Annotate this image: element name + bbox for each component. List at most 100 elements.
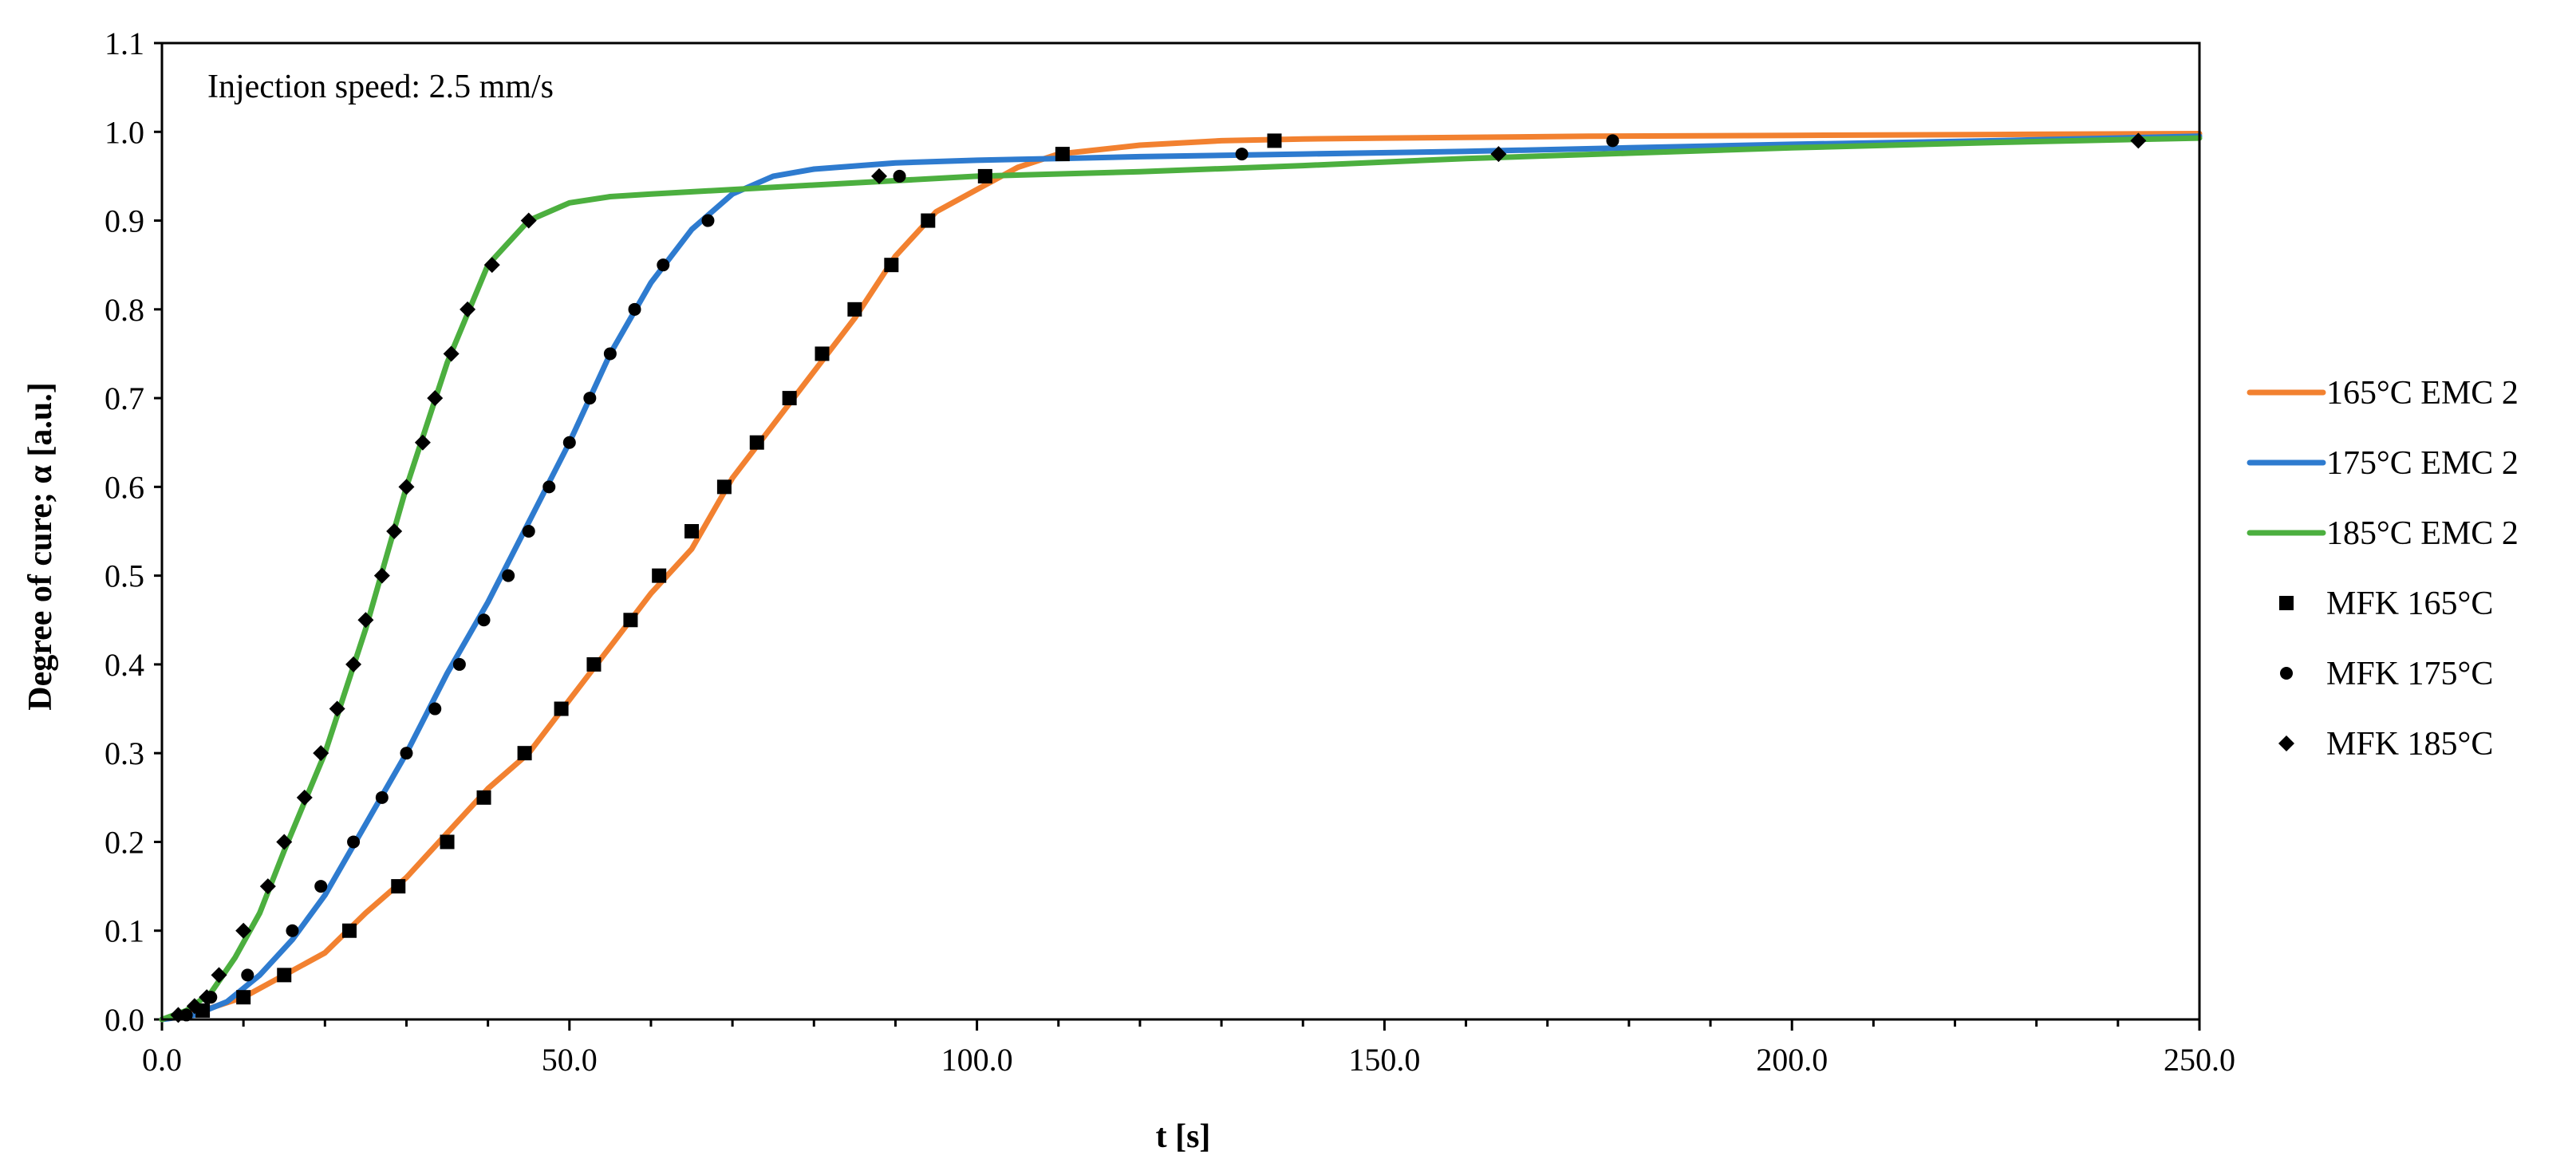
data-point (815, 346, 830, 361)
data-point (847, 302, 862, 317)
data-point (542, 480, 556, 494)
data-point (628, 302, 641, 316)
x-tick-label: 250.0 (2164, 1042, 2235, 1078)
data-point (1490, 146, 1507, 163)
data-point (1235, 148, 1249, 161)
data-point (684, 524, 700, 538)
data-point (884, 258, 899, 273)
series-markers-mfk-165-c (195, 133, 1282, 1018)
data-point (259, 878, 276, 895)
data-point (749, 435, 764, 450)
data-point (296, 789, 313, 806)
data-point (452, 657, 466, 671)
x-tick-label: 0.0 (142, 1042, 182, 1078)
data-point (443, 345, 460, 362)
data-point (277, 968, 292, 983)
data-point (652, 568, 667, 583)
data-point (460, 301, 476, 317)
data-point (314, 880, 328, 893)
y-tick-label: 0.4 (105, 647, 144, 683)
legend-item: 185°C EMC 2 (2247, 515, 2519, 552)
data-point (347, 835, 361, 849)
data-point (414, 434, 431, 451)
data-point (241, 968, 254, 982)
data-point (199, 989, 215, 1006)
data-point (286, 924, 299, 937)
series-line-165-c-emc-2 (159, 131, 2203, 1023)
data-point (2130, 132, 2147, 149)
legend-label: 165°C EMC 2 (2326, 375, 2519, 412)
data-point (716, 479, 732, 495)
data-point (603, 347, 617, 361)
data-point (586, 656, 602, 672)
series-markers-mfk-185-c (170, 132, 2147, 1023)
y-tick-label: 0.1 (105, 913, 144, 949)
y-tick-label: 0.5 (105, 558, 144, 594)
data-point (329, 700, 345, 717)
series-line-175-c-emc-2 (159, 133, 2203, 1023)
legend-item: 175°C EMC 2 (2247, 445, 2519, 482)
y-tick-label: 0.3 (105, 735, 144, 771)
y-tick-label: 0.8 (105, 292, 144, 328)
legend-swatch (2278, 735, 2294, 751)
data-point (186, 998, 203, 1015)
legend-item: 165°C EMC 2 (2247, 375, 2519, 412)
y-tick-label: 1.0 (105, 114, 144, 150)
data-point (427, 390, 444, 407)
data-point (476, 790, 491, 805)
data-point (375, 791, 389, 804)
data-point (179, 1008, 193, 1022)
data-point (701, 214, 715, 227)
x-tick-label: 200.0 (1756, 1042, 1828, 1078)
y-axis-ticks: 0.0 0.1 0.2 0.3 0.4 0.5 0.6 0.7 0.8 0.9 1.0 1.1 (105, 26, 162, 1038)
legend: 165°C EMC 2 175°C EMC 2 185°C EMC 2 MFK 165… (2247, 375, 2519, 763)
data-point (236, 990, 251, 1005)
plot-area-frame (160, 41, 2201, 1021)
data-point (391, 879, 406, 894)
data-point (428, 702, 442, 716)
data-point (341, 923, 357, 938)
data-point (398, 479, 415, 495)
y-tick-label: 0.9 (105, 203, 144, 239)
data-point (211, 967, 227, 984)
x-tick-label: 100.0 (941, 1042, 1013, 1078)
y-tick-label: 0.0 (105, 1002, 144, 1038)
data-point (400, 747, 413, 760)
data-point (782, 391, 797, 406)
data-point (386, 523, 403, 539)
y-tick-label: 0.2 (105, 824, 144, 860)
data-point (562, 436, 576, 449)
data-point (520, 212, 537, 229)
legend-label: MFK 175°C (2326, 656, 2493, 692)
plot-series (159, 131, 2203, 1023)
data-point (235, 922, 252, 939)
y-tick-label: 0.6 (105, 469, 144, 505)
data-point (921, 213, 936, 228)
data-point (276, 834, 293, 850)
data-point (623, 613, 638, 628)
data-point (357, 612, 374, 629)
legend-item: MFK 185°C (2278, 726, 2493, 763)
data-point (871, 168, 888, 184)
series-line-185-c-emc-2 (159, 135, 2203, 1023)
x-tick-label: 50.0 (542, 1042, 598, 1078)
legend-item: MFK 175°C (2280, 656, 2493, 692)
data-point (313, 745, 329, 762)
data-point (522, 525, 535, 538)
x-tick-label: 150.0 (1348, 1042, 1420, 1078)
y-tick-label: 1.1 (105, 26, 144, 61)
data-point (893, 169, 906, 183)
data-point (977, 168, 992, 183)
legend-label: MFK 165°C (2326, 586, 2493, 622)
data-point (440, 834, 455, 850)
x-axis-ticks: 0.0 50.0 100.0 150.0 200.0 250.0 (142, 1019, 2235, 1078)
legend-item: MFK 165°C (2279, 586, 2493, 622)
data-point (1267, 133, 1282, 148)
data-point (554, 701, 569, 716)
data-point (345, 656, 362, 672)
legend-swatch (2279, 596, 2294, 610)
data-point (483, 257, 500, 274)
chart-annotation: Injection speed: 2.5 mm/s (207, 69, 554, 105)
y-axis-title: Degree of cure; α [a.u.] (22, 382, 59, 710)
